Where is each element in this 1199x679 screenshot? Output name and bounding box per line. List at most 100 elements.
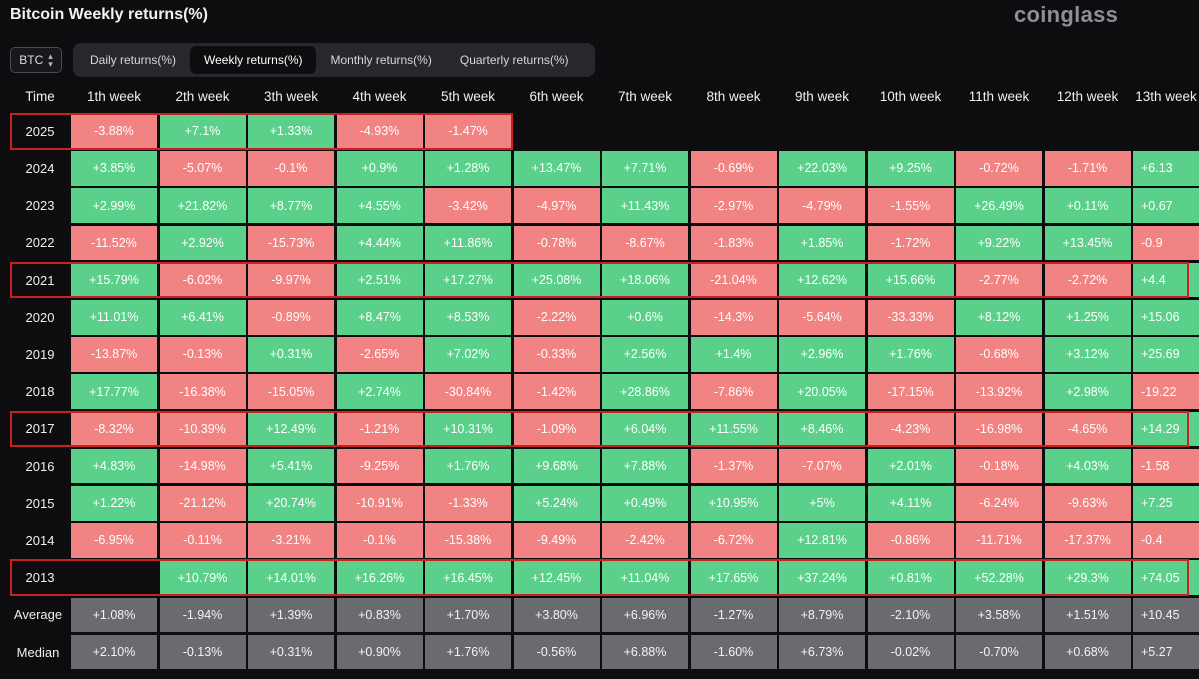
summary-cell: +1.39% bbox=[248, 597, 334, 633]
return-cell: +10.31% bbox=[425, 411, 511, 447]
coin-select[interactable]: BTC ▴ ▾ bbox=[10, 47, 62, 73]
return-cell: -2.42% bbox=[602, 523, 688, 558]
return-cell: -0.4 bbox=[1133, 523, 1199, 558]
return-cell: +13.47% bbox=[513, 151, 600, 186]
return-cell: -10.91% bbox=[336, 486, 423, 521]
return-cell: +0.6% bbox=[602, 300, 688, 335]
return-cell: +0.11% bbox=[1044, 188, 1131, 223]
return-cell: -7.86% bbox=[690, 374, 777, 409]
return-cell: +7.88% bbox=[602, 448, 688, 484]
year-label: 2025 bbox=[25, 123, 55, 139]
return-cell: +16.26% bbox=[336, 560, 423, 595]
return-cell: -21.12% bbox=[159, 486, 246, 521]
return-cell: +1.25% bbox=[1044, 300, 1131, 335]
week-header: 13th week bbox=[1135, 88, 1197, 104]
coin-select-value: BTC bbox=[19, 53, 44, 67]
year-label: 2015 bbox=[25, 495, 55, 511]
summary-cell: +5.27 bbox=[1133, 634, 1199, 670]
return-cell: +1.76% bbox=[867, 337, 954, 372]
return-cell: +16.45% bbox=[425, 560, 511, 595]
return-cell: -9.97% bbox=[248, 262, 334, 298]
return-cell: +22.03% bbox=[779, 151, 865, 186]
return-cell: -3.21% bbox=[248, 523, 334, 558]
return-cell: +0.9% bbox=[336, 151, 423, 186]
summary-label: Median bbox=[16, 644, 60, 660]
return-cell: -9.49% bbox=[513, 523, 600, 558]
return-cell: -30.84% bbox=[425, 374, 511, 409]
return-cell: +1.76% bbox=[425, 448, 511, 484]
year-label: 2021 bbox=[25, 272, 55, 288]
return-cell: -0.69% bbox=[690, 151, 777, 186]
return-cell: +7.71% bbox=[602, 151, 688, 186]
summary-cell: -1.94% bbox=[159, 597, 246, 633]
return-cell: +15.66% bbox=[867, 262, 954, 298]
return-cell: +17.65% bbox=[690, 560, 777, 595]
week-header: 6th week bbox=[529, 88, 584, 104]
return-cell: +2.98% bbox=[1044, 374, 1131, 409]
return-cell: -4.23% bbox=[867, 411, 954, 447]
tab-monthly-returns[interactable]: Monthly returns(%) bbox=[330, 53, 432, 67]
return-cell: -1.55% bbox=[867, 188, 954, 223]
week-header: 9th week bbox=[794, 88, 850, 104]
return-cell: +12.45% bbox=[513, 560, 600, 595]
return-cell: +4.55% bbox=[336, 188, 423, 223]
return-cell: -0.78% bbox=[513, 225, 600, 261]
return-cell: +2.01% bbox=[867, 448, 954, 484]
return-cell: +12.62% bbox=[779, 262, 865, 298]
return-cell: -2.97% bbox=[690, 188, 777, 223]
return-cell: +0.81% bbox=[867, 560, 954, 595]
tab-quarterly-returns[interactable]: Quarterly returns(%) bbox=[459, 53, 569, 67]
year-label: 2018 bbox=[25, 384, 55, 400]
return-cell: -5.07% bbox=[159, 151, 246, 186]
return-cell: -6.72% bbox=[690, 523, 777, 558]
year-label: 2020 bbox=[25, 309, 55, 325]
return-cell: -16.98% bbox=[956, 411, 1042, 447]
return-cell: +13.45% bbox=[1044, 225, 1131, 261]
summary-cell: +0.31% bbox=[248, 634, 334, 670]
return-cell: +4.4 bbox=[1133, 262, 1199, 298]
summary-cell: +1.76% bbox=[425, 634, 511, 670]
return-cell: +5% bbox=[779, 486, 865, 521]
summary-cell: -0.70% bbox=[956, 634, 1042, 670]
return-cell: +0.49% bbox=[602, 486, 688, 521]
year-label: 2023 bbox=[25, 198, 55, 214]
summary-cell: -0.13% bbox=[159, 634, 246, 670]
tab-weekly-returns[interactable]: Weekly returns(%) bbox=[190, 46, 317, 74]
return-cell: +52.28% bbox=[956, 560, 1042, 595]
tab-daily-returns[interactable]: Daily returns(%) bbox=[90, 53, 177, 67]
return-cell: +29.3% bbox=[1044, 560, 1131, 595]
return-cell: +4.03% bbox=[1044, 448, 1131, 484]
return-cell: +5.41% bbox=[248, 448, 334, 484]
return-cell: -1.33% bbox=[425, 486, 511, 521]
week-header: 3th week bbox=[263, 88, 319, 104]
return-cell: +8.53% bbox=[425, 300, 511, 335]
summary-cell: +0.83% bbox=[336, 597, 423, 633]
return-cell: -15.73% bbox=[248, 225, 334, 261]
week-header: 5th week bbox=[440, 88, 496, 104]
year-label: 2019 bbox=[25, 346, 55, 362]
return-cell: -19.22 bbox=[1133, 374, 1199, 409]
return-cell: -6.95% bbox=[71, 523, 157, 558]
return-cell: -13.87% bbox=[71, 337, 157, 372]
return-cell: -0.11% bbox=[159, 523, 246, 558]
return-cell: -0.1% bbox=[336, 523, 423, 558]
summary-cell: +1.70% bbox=[425, 597, 511, 633]
return-cell: +8.46% bbox=[779, 411, 865, 447]
week-header: 11th week bbox=[968, 88, 1030, 104]
summary-cell: +1.51% bbox=[1044, 597, 1131, 633]
return-cell: +9.22% bbox=[956, 225, 1042, 261]
return-cell: +7.25 bbox=[1133, 486, 1199, 521]
return-cell: +10.95% bbox=[690, 486, 777, 521]
return-cell: +11.55% bbox=[690, 411, 777, 447]
return-cell: -1.72% bbox=[867, 225, 954, 261]
return-cell: +0.31% bbox=[248, 337, 334, 372]
return-cell: +1.4% bbox=[690, 337, 777, 372]
week-header: 1th week bbox=[86, 88, 142, 104]
return-cell: -1.47% bbox=[425, 114, 511, 149]
return-cell: +8.12% bbox=[956, 300, 1042, 335]
return-cell: -13.92% bbox=[956, 374, 1042, 409]
week-header: 12th week bbox=[1056, 88, 1119, 104]
year-label: 2017 bbox=[25, 421, 55, 437]
return-cell: +7.1% bbox=[159, 114, 246, 149]
return-cell: +37.24% bbox=[779, 560, 865, 595]
